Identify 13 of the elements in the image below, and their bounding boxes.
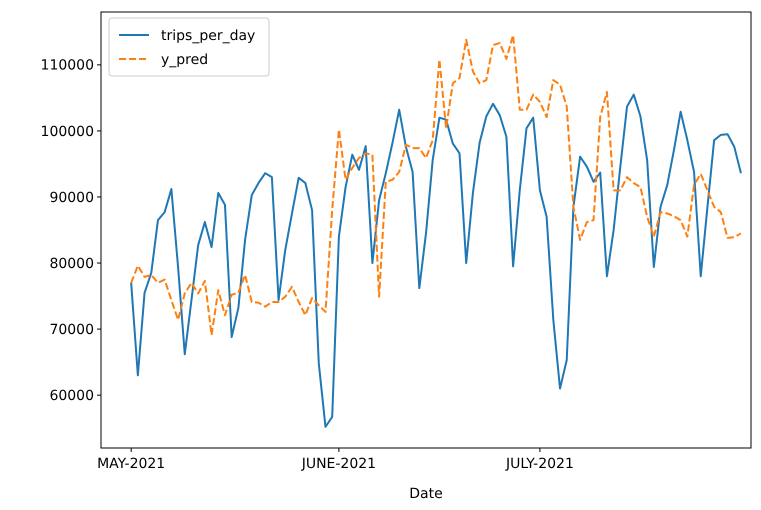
y-tick-label: 90000 [49, 190, 94, 206]
legend-label: trips_per_day [161, 28, 256, 44]
x-tick-label: MAY-2021 [97, 456, 166, 472]
x-tick-label: JUNE-2021 [300, 456, 376, 472]
y-tick-label: 70000 [49, 322, 94, 338]
legend-label: y_pred [161, 52, 208, 68]
line-series [130, 94, 742, 428]
x-tick-label: JULY-2021 [504, 456, 574, 472]
y-tick-label: 110000 [40, 58, 94, 74]
y-tick-label: 60000 [49, 388, 94, 404]
y-tick-label: 100000 [40, 124, 94, 140]
x-axis-title: Date [409, 486, 443, 502]
y-tick-label: 80000 [49, 256, 94, 272]
